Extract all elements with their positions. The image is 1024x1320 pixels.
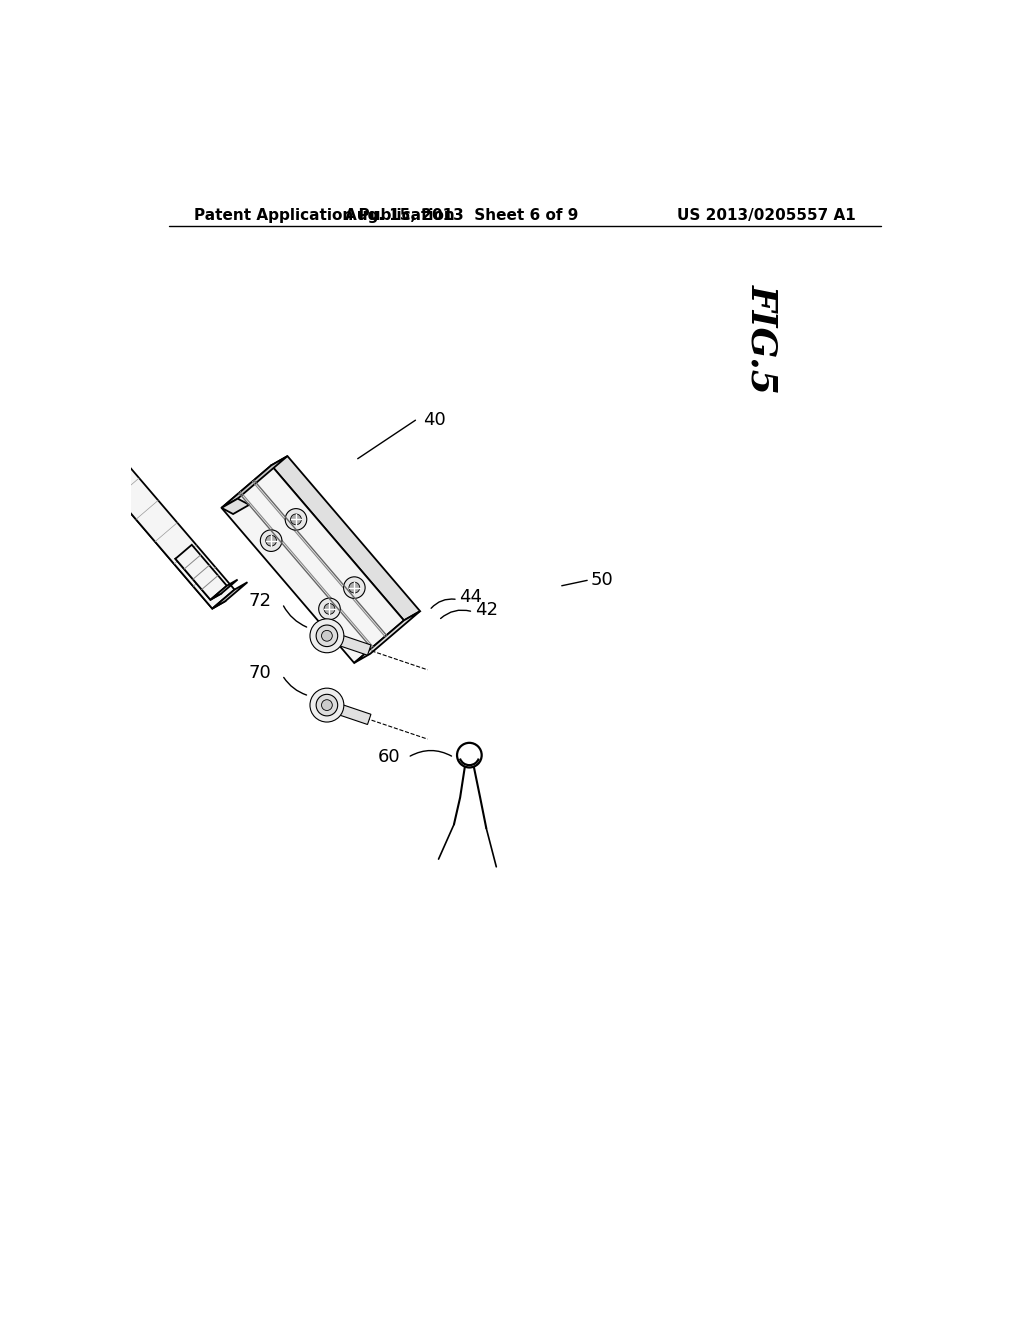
Polygon shape [221,466,403,663]
Circle shape [265,536,276,546]
Polygon shape [221,457,288,508]
Circle shape [286,508,307,531]
Text: 44: 44 [460,589,482,606]
Polygon shape [59,422,225,609]
Polygon shape [210,579,238,599]
Polygon shape [212,582,248,609]
Circle shape [316,694,338,715]
Circle shape [322,700,333,710]
Circle shape [344,577,366,598]
Text: 72: 72 [249,593,271,610]
Text: 50: 50 [591,572,613,589]
Circle shape [291,513,301,525]
Polygon shape [271,457,420,620]
Circle shape [316,626,338,647]
Polygon shape [221,499,249,513]
Text: Patent Application Publication: Patent Application Publication [194,209,455,223]
Polygon shape [59,404,95,430]
Polygon shape [354,611,420,663]
Polygon shape [326,700,371,725]
Text: 42: 42 [475,601,499,619]
Circle shape [310,688,344,722]
Text: 40: 40 [423,412,445,429]
Text: FIG.5: FIG.5 [745,284,779,395]
Polygon shape [59,411,234,609]
Text: US 2013/0205557 A1: US 2013/0205557 A1 [677,209,856,223]
Polygon shape [175,553,221,599]
Polygon shape [175,545,226,599]
Circle shape [324,603,335,614]
Circle shape [349,582,359,593]
Text: 60: 60 [378,748,400,767]
Text: 70: 70 [249,664,271,681]
Circle shape [260,529,282,552]
Circle shape [310,619,344,653]
Text: Aug. 15, 2013  Sheet 6 of 9: Aug. 15, 2013 Sheet 6 of 9 [345,209,579,223]
Circle shape [322,631,333,642]
Polygon shape [73,422,225,601]
Polygon shape [326,631,371,655]
Circle shape [318,598,340,619]
